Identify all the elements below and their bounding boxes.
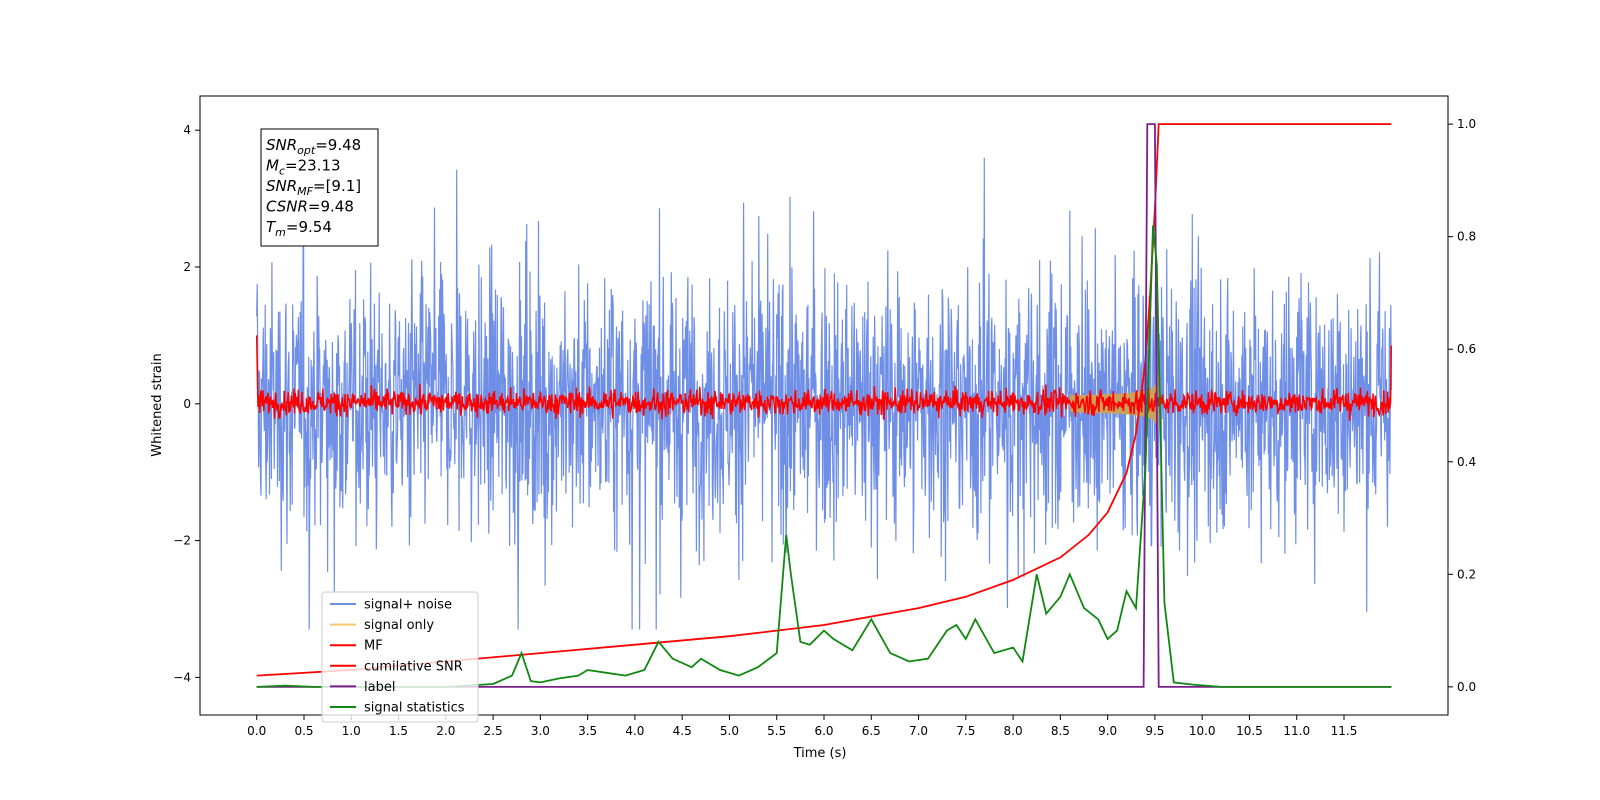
annotation-line: CSNR=9.48 (266, 198, 354, 216)
x-tick-label: 2.5 (484, 724, 503, 738)
x-tick-label: 8.5 (1051, 724, 1070, 738)
x-tick-label: 3.0 (531, 724, 550, 738)
y2-tick-label: 1.0 (1457, 117, 1476, 131)
x-tick-label: 6.0 (814, 724, 833, 738)
x-tick-label: 11.5 (1331, 724, 1358, 738)
y2-tick-label: 0.0 (1457, 680, 1476, 694)
y2-tick-label: 0.2 (1457, 567, 1476, 581)
annotation-line: SNRopt=9.48 (266, 136, 361, 157)
x-tick-label: 7.5 (956, 724, 975, 738)
y2-tick-label: 0.8 (1457, 230, 1476, 244)
legend-label: signal only (364, 618, 434, 633)
x-tick-label: 0.5 (294, 724, 313, 738)
x-tick-label: 1.0 (342, 724, 361, 738)
annotation-line: Mc=23.13 (266, 157, 341, 178)
x-tick-label: 5.0 (720, 724, 739, 738)
y-tick-label: 4 (183, 123, 191, 137)
x-tick-label: 6.5 (862, 724, 881, 738)
x-axis-label: Time (s) (793, 746, 847, 761)
series-mf (255, 335, 1393, 421)
axes: 0.0 0.5 1.0 1.5 2.0 2.5 3.0 3.5 4.0 4.5 5.0 5.5 6.0 6… (173, 117, 1476, 738)
y-tick-label: −4 (173, 670, 191, 684)
y2-tick-label: 0.6 (1457, 342, 1476, 356)
x-tick-label: 1.5 (389, 724, 408, 738)
series-signal-statistics (256, 225, 1392, 688)
legend-box (321, 591, 479, 723)
legend-label: signal statistics (364, 701, 465, 716)
x-tick-label: 4.0 (625, 724, 644, 738)
series-cumilative-snr (256, 123, 1392, 677)
x-tick-label: 10.0 (1189, 724, 1216, 738)
annotation-box (260, 128, 379, 247)
x-tick-label: 4.5 (673, 724, 692, 738)
y-tick-label: −2 (173, 534, 191, 548)
x-tick-label: 5.5 (767, 724, 786, 738)
legend-label: MF (364, 639, 383, 654)
legend-label: label (364, 680, 395, 695)
x-tick-label: 3.5 (578, 724, 597, 738)
x-tick-label: 11.0 (1283, 724, 1310, 738)
x-tick-label: 10.5 (1236, 724, 1263, 738)
legend-label: signal+ noise (364, 598, 452, 613)
legend-label: cumilative SNR (364, 659, 463, 674)
legend: signal+ noise signal only MF cumilative SNR… (321, 591, 479, 723)
y-tick-label: 2 (183, 260, 191, 274)
x-tick-label: 8.0 (1004, 724, 1023, 738)
plot-area (255, 123, 1393, 688)
x-tick-label: 9.0 (1098, 724, 1117, 738)
y-tick-label: 0 (183, 397, 191, 411)
series-label (256, 123, 1392, 688)
annotation-line: SNRMF=[9.1] (266, 177, 361, 198)
x-tick-label: 2.0 (436, 724, 455, 738)
x-tick-label: 0.0 (247, 724, 266, 738)
y2-tick-label: 0.4 (1457, 455, 1476, 469)
series-signal-noise (256, 157, 1392, 630)
annotation-line: Tm=9.54 (266, 218, 332, 239)
y-axis-label: Whitened strain (150, 353, 165, 456)
x-tick-label: 9.5 (1145, 724, 1164, 738)
x-tick-label: 7.0 (909, 724, 928, 738)
